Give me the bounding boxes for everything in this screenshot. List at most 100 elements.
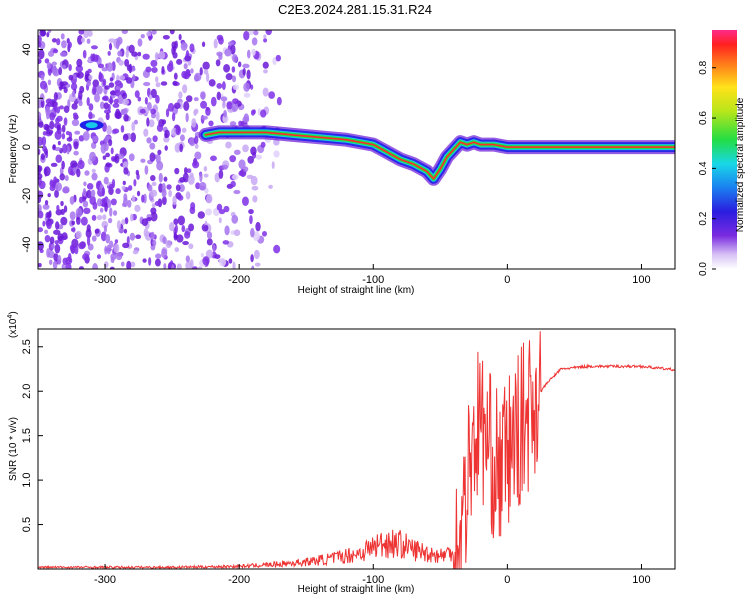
noise-speck: [185, 261, 193, 269]
noise-speck: [49, 120, 55, 130]
noise-speck: [38, 263, 42, 268]
noise-speck: [38, 136, 44, 146]
noise-speck: [122, 180, 126, 186]
noise-speck: [219, 257, 227, 267]
noise-speck: [48, 259, 53, 265]
noise-speck: [180, 41, 188, 51]
noise-speck: [63, 117, 68, 126]
noise-speck: [123, 193, 128, 201]
noise-speck: [194, 108, 199, 114]
noise-speck: [96, 198, 103, 207]
spectrogram-noise: [38, 30, 282, 269]
noise-speck: [148, 119, 155, 128]
noise-speck: [74, 130, 81, 135]
noise-speck: [92, 85, 97, 95]
noise-speck: [80, 216, 88, 226]
noise-speck: [263, 38, 268, 43]
noise-speck: [124, 217, 129, 225]
noise-speck: [60, 208, 66, 215]
noise-speck: [161, 119, 167, 125]
noise-speck: [128, 185, 133, 191]
x-tick-label: -200: [228, 574, 250, 586]
noise-speck: [117, 50, 123, 57]
noise-speck: [103, 176, 109, 185]
noise-speck: [238, 120, 243, 127]
noise-speck: [187, 174, 195, 185]
y-tick-label: 40: [21, 43, 33, 55]
noise-speck: [130, 132, 136, 143]
noise-speck: [126, 260, 132, 269]
noise-speck: [87, 68, 92, 74]
noise-speck: [58, 105, 64, 110]
noise-speck: [116, 220, 121, 230]
noise-speck: [191, 266, 198, 269]
noise-speck: [104, 85, 110, 90]
noise-speck: [61, 132, 66, 140]
noise-speck: [203, 166, 208, 172]
noise-speck: [53, 253, 59, 262]
noise-speck: [88, 103, 94, 111]
noise-speck: [135, 169, 140, 176]
y-tick-label: -20: [21, 188, 33, 204]
noise-speck: [255, 154, 263, 160]
noise-speck: [228, 41, 234, 46]
noise-speck: [101, 187, 106, 197]
noise-speck: [253, 249, 260, 260]
noise-speck: [38, 165, 43, 173]
noise-speck: [188, 137, 196, 147]
noise-speck: [78, 242, 86, 250]
spectrogram-y-ticks: -40 -20 0 20 40: [21, 43, 43, 253]
noise-speck: [50, 162, 58, 167]
noise-speck: [100, 231, 107, 242]
noise-speck: [265, 30, 272, 36]
x-tick-label: -100: [362, 274, 384, 286]
noise-speck: [188, 243, 194, 250]
noise-speck: [38, 241, 44, 251]
noise-speck: [80, 37, 85, 43]
noise-speck: [39, 30, 46, 37]
noise-speck: [98, 73, 104, 82]
noise-speck: [89, 151, 96, 162]
y-tick-label: 0.5: [21, 517, 33, 532]
noise-speck: [164, 145, 168, 151]
noise-speck: [43, 123, 50, 131]
noise-speck: [155, 94, 160, 104]
noise-speck: [82, 200, 89, 208]
noise-speck: [273, 150, 280, 158]
noise-speck: [54, 130, 62, 140]
noise-speck: [154, 200, 162, 207]
noise-speck: [131, 195, 136, 203]
noise-speck: [233, 189, 241, 195]
noise-speck: [137, 51, 142, 57]
noise-speck: [216, 51, 223, 57]
noise-speck: [133, 179, 137, 187]
noise-speck: [224, 48, 232, 57]
noise-speck: [250, 227, 255, 238]
noise-speck: [45, 211, 52, 219]
noise-speck: [109, 90, 117, 96]
noise-speck: [55, 209, 63, 216]
noise-speck: [109, 240, 114, 249]
noise-speck: [213, 38, 218, 49]
noise-speck: [63, 105, 70, 114]
noise-speck: [75, 230, 82, 239]
x-tick-label: -100: [362, 574, 384, 586]
noise-speck: [135, 234, 142, 240]
noise-speck: [49, 180, 55, 187]
x-tick-label: 100: [632, 574, 650, 586]
noise-speck: [124, 59, 130, 67]
noise-speck: [110, 256, 115, 263]
noise-speck: [174, 247, 180, 253]
noise-speck: [275, 54, 281, 62]
noise-speck: [67, 98, 71, 109]
noise-speck: [174, 167, 180, 175]
noise-speck: [141, 218, 149, 227]
noise-speck: [62, 186, 70, 194]
y-tick-label: 20: [21, 92, 33, 104]
noise-speck: [226, 101, 233, 110]
noise-speck: [128, 44, 135, 54]
colorbar-ticks: 0.0 0.2 0.4 0.6 0.8: [698, 60, 716, 276]
noise-speck: [208, 79, 216, 87]
noise-speck: [46, 31, 50, 38]
signal-band: [204, 131, 675, 180]
